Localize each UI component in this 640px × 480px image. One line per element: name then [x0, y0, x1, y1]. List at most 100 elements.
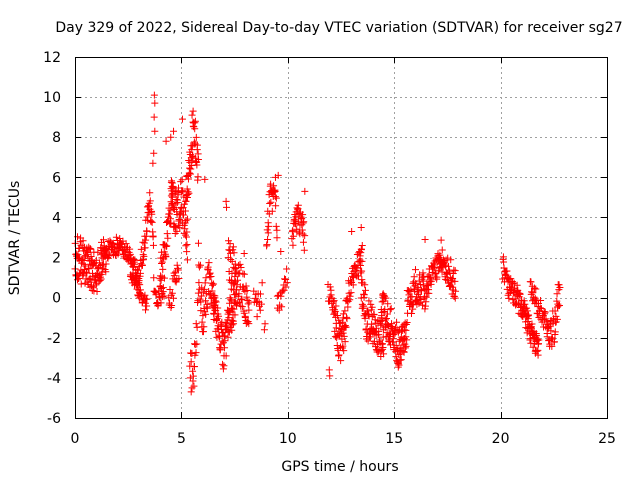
data-point: [445, 262, 453, 270]
data-point: [240, 270, 248, 278]
data-point: [266, 200, 274, 208]
data-point: [535, 336, 543, 344]
data-point: [141, 244, 149, 252]
data-point: [221, 344, 229, 352]
data-point: [403, 318, 411, 326]
data-point: [401, 344, 409, 352]
x-tick-label: 0: [71, 431, 80, 447]
data-point: [444, 254, 452, 262]
data-point: [236, 260, 244, 268]
data-point: [274, 171, 282, 179]
data-point: [169, 183, 177, 191]
data-point: [171, 222, 179, 230]
data-point: [178, 176, 186, 184]
data-point: [219, 365, 227, 373]
data-point: [511, 295, 519, 303]
data-point: [183, 248, 191, 256]
data-point: [231, 311, 239, 319]
data-point: [136, 286, 144, 294]
data-point: [541, 310, 549, 318]
data-point: [102, 268, 110, 276]
data-point: [210, 280, 218, 288]
data-point: [159, 284, 167, 292]
data-point: [135, 277, 143, 285]
data-point: [238, 296, 246, 304]
data-point: [299, 238, 307, 246]
data-point: [83, 269, 91, 277]
data-point: [541, 308, 549, 316]
data-point: [441, 261, 449, 269]
data-point: [528, 320, 536, 328]
data-point: [383, 310, 391, 318]
data-point: [556, 284, 564, 292]
data-point: [525, 311, 533, 319]
data-point: [161, 241, 169, 249]
data-point: [226, 240, 234, 248]
data-point: [136, 281, 144, 289]
data-point: [188, 111, 196, 119]
data-point: [81, 266, 89, 274]
data-point: [189, 372, 197, 380]
data-point: [326, 283, 334, 291]
data-point: [550, 338, 558, 346]
data-point: [340, 347, 348, 355]
data-point: [451, 277, 459, 285]
data-point: [359, 279, 367, 287]
data-point: [189, 367, 197, 375]
data-point: [427, 277, 435, 285]
data-point: [294, 201, 302, 209]
data-point: [173, 227, 181, 235]
data-point: [222, 352, 230, 360]
data-point: [82, 275, 90, 283]
data-point: [140, 252, 148, 260]
data-point: [412, 279, 420, 287]
data-point: [87, 245, 95, 253]
data-point: [230, 305, 238, 313]
data-point: [228, 321, 236, 329]
data-point: [446, 268, 454, 276]
data-point: [411, 266, 419, 274]
data-point: [167, 198, 175, 206]
x-tick-label: 15: [385, 431, 403, 447]
data-point: [527, 278, 535, 286]
data-point: [234, 276, 242, 284]
data-point: [234, 299, 242, 307]
data-point: [148, 210, 156, 218]
data-point: [93, 287, 101, 295]
data-point: [239, 270, 247, 278]
data-point: [183, 228, 191, 236]
data-point: [243, 286, 251, 294]
data-point: [395, 351, 403, 359]
data-point: [357, 249, 365, 257]
data-point: [338, 318, 346, 326]
data-point: [202, 297, 210, 305]
data-point: [346, 292, 354, 300]
data-point: [422, 293, 430, 301]
data-point: [142, 236, 150, 244]
data-point: [225, 237, 233, 245]
data-point: [273, 234, 281, 242]
data-point: [396, 356, 404, 364]
data-point: [150, 113, 158, 121]
data-point: [344, 298, 352, 306]
data-point: [237, 263, 245, 271]
data-point: [528, 288, 536, 296]
data-point: [180, 211, 188, 219]
data-point: [184, 175, 192, 183]
data-point: [554, 300, 562, 308]
data-point: [429, 265, 437, 273]
data-point: [197, 298, 205, 306]
data-point: [188, 384, 196, 392]
data-point: [272, 222, 280, 230]
data-point: [179, 187, 187, 195]
data-point: [267, 180, 275, 188]
data-point: [149, 241, 157, 249]
data-point: [194, 155, 202, 163]
data-point: [264, 229, 272, 237]
data-point: [521, 300, 529, 308]
data-point: [299, 211, 307, 219]
data-point: [156, 272, 164, 280]
data-point: [298, 226, 306, 234]
data-point: [358, 242, 366, 250]
y-tick-label: -2: [47, 331, 61, 347]
